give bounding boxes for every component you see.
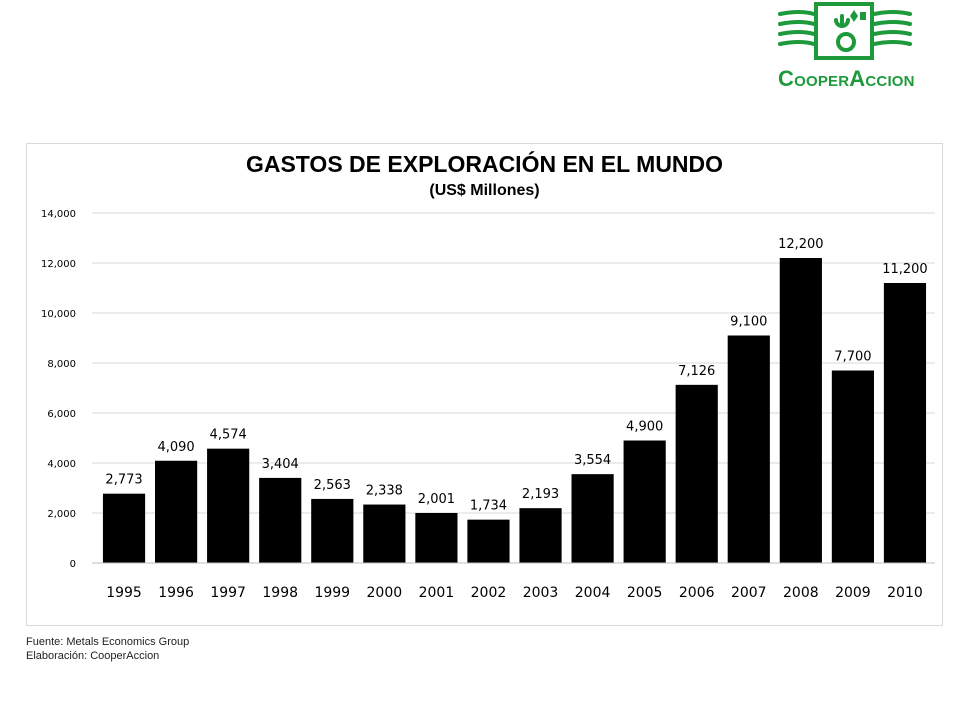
logo-wordmark: COOPERACCION [778, 66, 915, 92]
y-tick-label: 10,000 [41, 309, 76, 320]
bar-value-label: 4,574 [210, 428, 247, 443]
bar [831, 370, 874, 563]
bar-value-label: 4,090 [157, 440, 194, 455]
bar [727, 335, 770, 563]
y-tick-label: 4,000 [47, 459, 76, 470]
logo-text-ccion: CCION [865, 73, 915, 90]
x-tick-label: 2002 [471, 585, 507, 601]
bar [779, 258, 822, 563]
x-tick-label: 2009 [835, 585, 871, 601]
bar [102, 493, 146, 563]
bar-value-label: 1,734 [470, 499, 507, 514]
bar [623, 440, 666, 563]
bar-value-label: 9,100 [730, 315, 767, 330]
x-tick-label: 2007 [731, 585, 767, 601]
bar [155, 460, 198, 563]
y-tick-label: 6,000 [47, 409, 76, 420]
y-tick-label: 12,000 [41, 259, 76, 270]
source-note: Fuente: Metals Economics Group [26, 636, 190, 648]
bar [363, 504, 406, 563]
bar [467, 519, 510, 563]
x-tick-label: 2008 [783, 585, 819, 601]
cooperaccion-logo [778, 2, 912, 60]
logo-letter-c: C [778, 66, 795, 91]
x-tick-label: 1996 [158, 585, 194, 601]
x-tick-label: 2001 [419, 585, 455, 601]
bar-value-label: 7,126 [678, 364, 715, 379]
bar-value-label: 12,200 [778, 237, 824, 252]
x-tick-label: 1999 [314, 585, 350, 601]
x-tick-label: 2006 [679, 585, 715, 601]
bar [207, 448, 250, 563]
bar-value-label: 7,700 [834, 350, 871, 365]
bar-value-label: 3,554 [574, 453, 611, 468]
x-tick-label: 2004 [575, 585, 611, 601]
bar-value-label: 3,404 [262, 457, 299, 472]
bar [883, 283, 927, 563]
x-tick-label: 2010 [887, 585, 923, 601]
y-tick-label: 0 [70, 559, 76, 570]
y-tick-label: 14,000 [41, 209, 76, 220]
logo-text-ooper: OOPER [794, 73, 850, 90]
bar [311, 498, 354, 563]
bar-value-label: 11,200 [882, 262, 928, 277]
bar [259, 477, 302, 563]
bar [415, 512, 458, 563]
y-tick-label: 8,000 [47, 359, 76, 370]
chart-subtitle: (US$ Millones) [429, 182, 540, 199]
x-tick-label: 1998 [262, 585, 298, 601]
y-tick-label: 2,000 [47, 509, 76, 520]
bar [519, 508, 562, 563]
x-tick-label: 1995 [106, 585, 142, 601]
x-tick-label: 2005 [627, 585, 663, 601]
x-tick-label: 2000 [367, 585, 403, 601]
bar-value-label: 2,338 [366, 484, 403, 499]
chart-title: GASTOS DE EXPLORACIÓN EN EL MUNDO [245, 151, 724, 177]
x-tick-label: 2003 [523, 585, 559, 601]
bar-value-label: 2,773 [105, 473, 142, 488]
bar-value-label: 2,563 [314, 478, 351, 493]
bar-value-label: 2,001 [418, 492, 455, 507]
logo-letter-a: A [849, 66, 866, 91]
bar-value-label: 4,900 [626, 420, 663, 435]
bar-value-label: 2,193 [522, 487, 559, 502]
bar [571, 474, 614, 563]
credit-note: Elaboración: CooperAccion [26, 650, 160, 662]
bar [675, 384, 718, 563]
x-tick-label: 1997 [210, 585, 246, 601]
